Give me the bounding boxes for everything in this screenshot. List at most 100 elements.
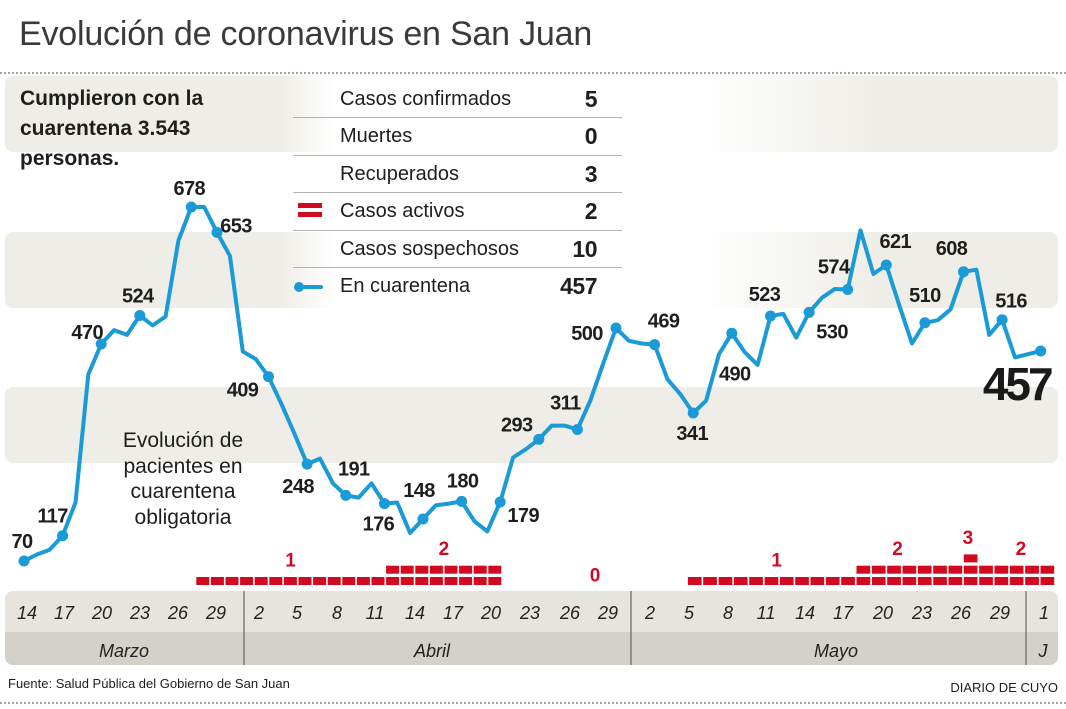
- data-label: 70: [11, 531, 33, 553]
- active-case-square: [887, 565, 901, 574]
- active-case-square: [400, 577, 414, 585]
- data-label: 248: [282, 476, 314, 498]
- data-label: 117: [37, 506, 68, 528]
- active-case-square: [902, 577, 917, 585]
- data-label: 530: [816, 321, 848, 343]
- data-label: 469: [648, 311, 680, 333]
- active-case-square: [933, 577, 947, 585]
- data-label: 500: [571, 323, 603, 345]
- x-tick-label: 29: [205, 603, 226, 623]
- active-case-square: [718, 577, 733, 585]
- active-case-square: [687, 577, 702, 585]
- x-tick-label: 1: [1039, 603, 1049, 623]
- active-case-square: [444, 565, 458, 574]
- data-label: 653: [220, 215, 252, 237]
- active-case-square: [917, 577, 932, 585]
- chart-annotation: Evolución de pacientes en cuarentena obl…: [122, 429, 244, 529]
- x-tick-label: 23: [129, 603, 150, 623]
- data-label: 311: [550, 393, 581, 415]
- active-case-square: [979, 565, 993, 574]
- month-label: Abril: [413, 641, 451, 661]
- month-label: Mayo: [814, 641, 858, 661]
- data-label: 608: [936, 238, 968, 260]
- active-case-square: [963, 565, 978, 574]
- legend-label: Casos sospechosos: [340, 237, 519, 260]
- data-label: 176: [363, 514, 395, 536]
- legend-value: 3: [584, 160, 598, 187]
- data-point: [533, 433, 545, 445]
- data-label: 523: [749, 284, 781, 306]
- x-tick-label: 23: [519, 603, 540, 623]
- month-label: J: [1038, 641, 1049, 661]
- active-cases-label: 0: [590, 566, 601, 587]
- red-bar: [298, 212, 322, 217]
- data-label: 180: [447, 470, 479, 492]
- data-point: [263, 371, 274, 383]
- highlight-text: Cumplieron con la cuarentena 3.543 perso…: [20, 87, 204, 170]
- data-label: 191: [338, 458, 370, 480]
- data-point: [726, 327, 738, 339]
- active-cases-label: 2: [892, 539, 903, 560]
- data-point: [378, 498, 390, 510]
- active-case-square: [1025, 565, 1039, 574]
- x-tick-label: 2: [644, 603, 655, 623]
- active-case-square: [210, 577, 224, 585]
- active-case-square: [225, 577, 239, 585]
- active-case-square: [444, 577, 458, 585]
- legend-value: 2: [584, 198, 598, 225]
- bottom-dotted-divider: [0, 702, 1066, 704]
- data-label: 510: [909, 285, 941, 307]
- active-case-square: [979, 577, 993, 585]
- legend-label: Recuperados: [340, 162, 459, 185]
- active-case-square: [400, 565, 414, 574]
- x-tick-label: 17: [833, 603, 854, 623]
- x-tick-label: 8: [723, 603, 733, 623]
- data-point: [765, 310, 776, 322]
- active-case-square: [703, 577, 717, 585]
- red-bar: [298, 203, 322, 208]
- data-point: [211, 226, 223, 238]
- data-label: 516: [995, 291, 1027, 313]
- active-case-square: [810, 577, 825, 585]
- legend-label: Casos activos: [340, 200, 465, 223]
- x-axis: 14 17 20 23 26 29 2 5 8 11 14 17 20 23 26 29 2 5 8 11 14 17 20…: [17, 591, 1049, 665]
- data-point: [494, 496, 506, 508]
- active-case-square: [749, 577, 763, 585]
- data-label: 574: [818, 257, 851, 279]
- data-point: [18, 555, 30, 567]
- active-case-square: [948, 577, 963, 585]
- active-case-square: [902, 565, 917, 574]
- data-point: [134, 310, 146, 321]
- brand-name: DIARIO DE CUYO: [950, 680, 1058, 695]
- x-tick-label: 14: [795, 603, 815, 623]
- active-case-square: [429, 577, 443, 585]
- x-tick-label: 5: [684, 603, 695, 623]
- legend-value: 5: [584, 86, 598, 112]
- blue-line: [299, 284, 323, 289]
- x-tick-label: 17: [443, 603, 464, 623]
- data-point: [649, 339, 661, 351]
- data-label: 341: [676, 423, 708, 445]
- red-double-bar-icon: [298, 203, 322, 217]
- active-case-square: [856, 577, 871, 585]
- active-case-square: [386, 565, 400, 574]
- active-case-square: [342, 577, 356, 585]
- data-point: [417, 513, 429, 525]
- active-case-square: [994, 565, 1009, 574]
- x-tick-label: 14: [405, 603, 425, 623]
- data-point: [996, 314, 1008, 326]
- active-cases-label: 2: [1016, 539, 1027, 560]
- x-tick-label: 14: [17, 603, 37, 623]
- x-tick-label: 23: [911, 603, 932, 623]
- active-case-square: [313, 577, 327, 585]
- legend-label: Muertes: [340, 125, 413, 148]
- data-point: [880, 259, 892, 271]
- latest-value-label: 457: [983, 358, 1052, 410]
- source-note: Fuente: Salud Pública del Gobierno de Sa…: [8, 676, 290, 691]
- x-tick-label: 11: [366, 603, 385, 623]
- active-case-square: [1009, 577, 1024, 585]
- data-label: 293: [501, 414, 533, 436]
- active-case-square: [994, 577, 1009, 585]
- active-case-square: [196, 577, 210, 585]
